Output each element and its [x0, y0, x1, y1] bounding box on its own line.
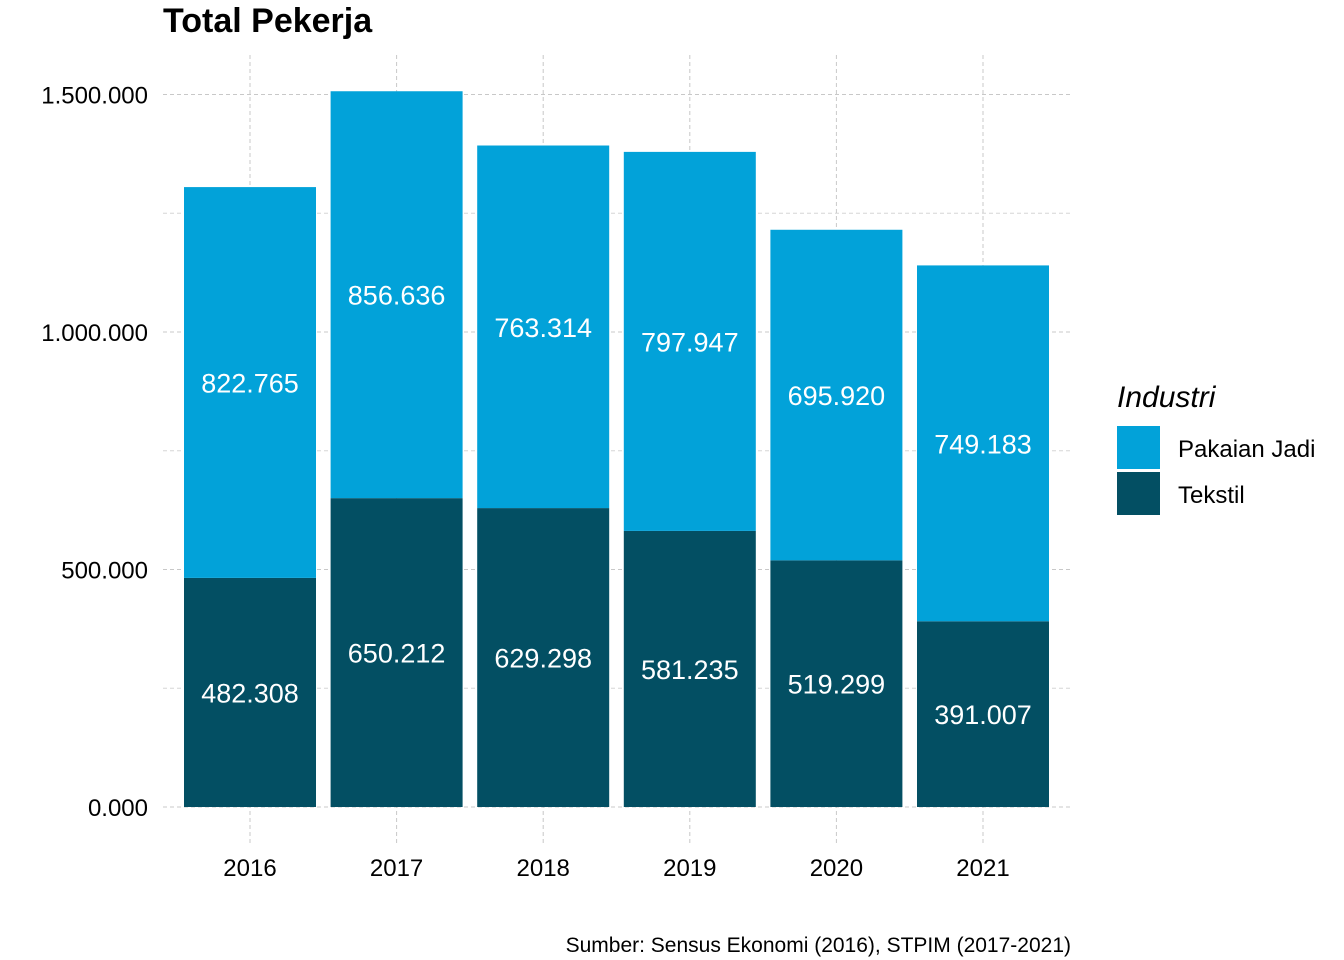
x-axis: 2016 2017 2018 2019 2020 2021: [223, 855, 1009, 882]
x-tick-label: 2020: [810, 855, 863, 882]
bars: [184, 91, 1049, 807]
x-tick-label: 2016: [223, 855, 276, 882]
bar-pakaian-jadi-2020: [770, 229, 903, 561]
legend-label: Tekstil: [1178, 482, 1245, 509]
legend-key-pakaian-jadi: [1117, 426, 1160, 469]
x-tick-label: 2019: [663, 855, 716, 882]
y-axis: 0.000 500.000 1.000.000 1.500.000: [41, 83, 148, 823]
bar-pakaian-jadi-2016: [184, 187, 316, 578]
bar-label: 797.947: [641, 327, 739, 357]
bar-label: 581.235: [641, 655, 739, 685]
legend-key-tekstil: [1117, 472, 1160, 515]
legend: Industri Pakaian Jadi Tekstil: [1117, 381, 1315, 515]
bar-tekstil-2017: [330, 498, 463, 807]
bar-tekstil-2016: [184, 577, 316, 807]
bar-pakaian-jadi-2019: [623, 151, 756, 531]
y-tick-label: 0.000: [88, 795, 148, 822]
bar-labels: 482.308 650.212 629.298 581.235 519.299 391.0…: [201, 281, 1032, 730]
bar-label: 695.920: [788, 381, 886, 411]
bar-pakaian-jadi-2021: [917, 265, 1049, 622]
x-tick-label: 2017: [370, 855, 423, 882]
bar-label: 482.308: [201, 678, 299, 708]
bar-tekstil-2018: [477, 508, 610, 807]
legend-label: Pakaian Jadi: [1178, 436, 1315, 463]
bar-label: 763.314: [494, 313, 592, 343]
bar-label: 519.299: [788, 670, 886, 700]
chart-title: Total Pekerja: [163, 2, 373, 40]
bar-tekstil-2019: [623, 530, 756, 807]
x-tick-label: 2021: [956, 855, 1009, 882]
y-tick-label: 1.500.000: [41, 83, 148, 110]
bar-pakaian-jadi-2018: [477, 145, 610, 509]
bar-label: 650.212: [348, 639, 446, 669]
bar-pakaian-jadi-2017: [330, 91, 463, 499]
bar-tekstil-2021: [917, 621, 1049, 807]
y-tick-label: 1.000.000: [41, 320, 148, 347]
bar-tekstil-2020: [770, 560, 903, 807]
bar-label: 749.183: [934, 429, 1032, 459]
y-tick-label: 500.000: [61, 558, 148, 585]
bar-label: 856.636: [348, 281, 446, 311]
bar-label: 629.298: [494, 644, 592, 674]
bar-label: 391.007: [934, 700, 1032, 730]
legend-title: Industri: [1117, 381, 1217, 414]
x-tick-label: 2018: [517, 855, 570, 882]
bar-label: 822.765: [201, 368, 299, 398]
caption: Sumber: Sensus Ekonomi (2016), STPIM (20…: [566, 934, 1071, 957]
